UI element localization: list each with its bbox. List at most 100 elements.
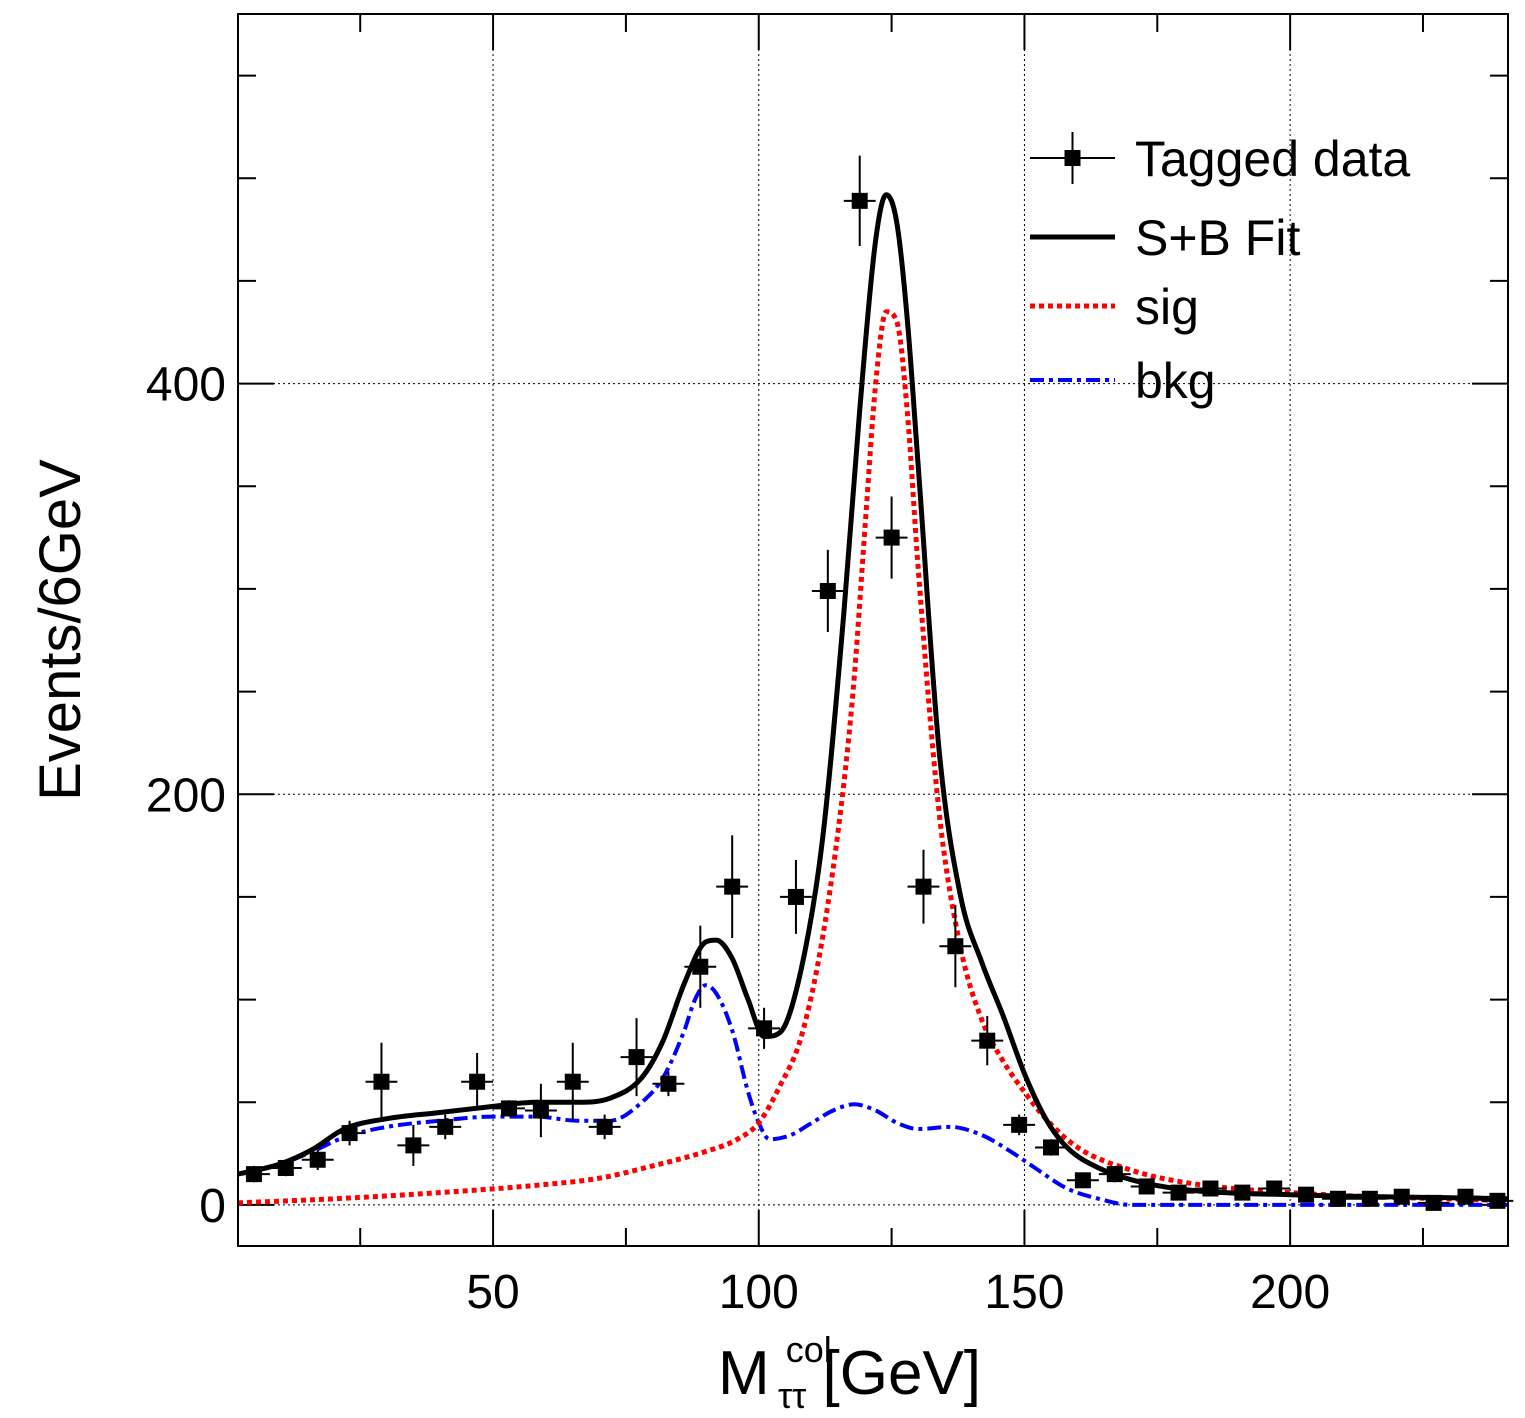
data-point xyxy=(811,549,844,633)
data-point-marker xyxy=(660,1075,677,1092)
x-tick-label: 150 xyxy=(984,1266,1064,1319)
data-point xyxy=(556,1042,589,1121)
data-point xyxy=(1417,1194,1450,1211)
x-tick-label: 100 xyxy=(719,1266,799,1319)
legend-entry-bkg: bkg xyxy=(1030,353,1216,409)
ticks xyxy=(238,14,1508,1246)
data-point-marker xyxy=(724,878,741,895)
data-point xyxy=(365,1042,398,1121)
data-point-marker xyxy=(373,1073,390,1090)
legend-label: sig xyxy=(1135,279,1199,335)
data-point xyxy=(1003,1114,1036,1136)
data-point-marker xyxy=(1138,1178,1155,1195)
data-point xyxy=(620,1018,653,1097)
legend-label: Tagged data xyxy=(1135,131,1410,187)
y-tick-label: 200 xyxy=(146,769,226,822)
series-bkg xyxy=(238,983,1508,1207)
data-point-marker xyxy=(628,1049,645,1066)
x-axis-title-main: M xyxy=(718,1339,770,1408)
data-point xyxy=(301,1149,334,1171)
data-point-marker xyxy=(1202,1180,1219,1197)
data-point-marker xyxy=(564,1073,581,1090)
data-point-marker xyxy=(819,582,836,599)
data-point-marker xyxy=(1393,1188,1410,1205)
data-point-marker xyxy=(756,1020,773,1037)
data-point-marker xyxy=(979,1032,996,1049)
data-point xyxy=(875,496,908,579)
legend-label: S+B Fit xyxy=(1135,210,1300,266)
series-line-bkg xyxy=(238,983,1508,1207)
legend-label: bkg xyxy=(1135,353,1216,409)
data-point xyxy=(238,1165,270,1183)
data-point-marker xyxy=(309,1151,326,1168)
data-point-marker xyxy=(245,1166,262,1183)
data-point-marker xyxy=(1074,1172,1091,1189)
data-point xyxy=(1098,1165,1131,1183)
data-point-marker xyxy=(883,529,900,546)
data-point-marker xyxy=(532,1102,549,1119)
data-point xyxy=(1130,1178,1163,1195)
data-point-marker xyxy=(1329,1190,1346,1207)
x-axis-title: M col ττ [GeV] xyxy=(718,1310,981,1418)
series-fit xyxy=(238,192,1508,1202)
data-point-marker xyxy=(851,192,868,209)
data-point-marker xyxy=(501,1100,518,1117)
data-point-marker xyxy=(1106,1166,1123,1183)
data-point xyxy=(1194,1180,1227,1197)
data-point-marker xyxy=(405,1137,422,1154)
data-point xyxy=(652,1071,685,1097)
data-point xyxy=(397,1124,430,1166)
data-point xyxy=(907,849,940,924)
data-point xyxy=(1035,1139,1067,1156)
data-point xyxy=(429,1114,462,1140)
x-tick-label: 50 xyxy=(466,1266,519,1319)
data-point-marker xyxy=(596,1118,613,1135)
data-point xyxy=(780,859,812,934)
data-point-marker xyxy=(1266,1180,1283,1197)
data-point xyxy=(1353,1190,1386,1207)
data-point xyxy=(843,155,876,247)
data-point-marker xyxy=(947,938,964,955)
y-tick-label: 400 xyxy=(146,359,226,412)
tick-labels: 50 100 150 200 0 200 400 xyxy=(146,359,1330,1319)
data-point-marker xyxy=(692,958,709,975)
grid xyxy=(238,14,1508,1246)
data-point xyxy=(684,925,717,1008)
data-point xyxy=(939,905,972,988)
legend: Tagged data S+B Fit sig bkg xyxy=(1030,131,1410,409)
x-tick-label: 200 xyxy=(1250,1266,1330,1319)
legend-entry-fit: S+B Fit xyxy=(1030,210,1300,266)
series-sig xyxy=(238,309,1508,1206)
data-point xyxy=(1290,1186,1323,1203)
data-point-marker xyxy=(915,878,932,895)
x-axis-title-unit: [GeV] xyxy=(823,1339,982,1408)
data-point xyxy=(1385,1188,1418,1205)
data-point-marker xyxy=(1489,1192,1506,1209)
series-line-fit xyxy=(238,192,1508,1202)
data-point-marker xyxy=(1043,1139,1060,1156)
series-line-sig xyxy=(238,309,1508,1206)
data-point-marker xyxy=(341,1125,358,1142)
data-point xyxy=(1066,1172,1099,1189)
data-point-marker xyxy=(1234,1184,1251,1201)
plot-frame xyxy=(237,13,1509,1247)
data-point-marker xyxy=(469,1073,486,1090)
data-point xyxy=(588,1114,621,1140)
legend-entry-data: Tagged data xyxy=(1030,131,1410,187)
y-axis-title: Events/6GeV xyxy=(28,459,93,801)
data-point xyxy=(716,835,749,938)
data-point xyxy=(971,1016,1004,1066)
data-point xyxy=(524,1083,557,1138)
data-point xyxy=(333,1120,366,1146)
data-point xyxy=(748,1007,781,1049)
data-point-marker xyxy=(1361,1190,1378,1207)
y-tick-label: 0 xyxy=(199,1180,226,1233)
data-point-marker xyxy=(1011,1116,1028,1133)
data-point xyxy=(1258,1180,1291,1197)
data-point xyxy=(493,1100,525,1117)
data-point xyxy=(1162,1184,1195,1201)
data-point-marker xyxy=(277,1159,294,1176)
data-point xyxy=(269,1159,302,1177)
data-point xyxy=(1449,1188,1482,1205)
